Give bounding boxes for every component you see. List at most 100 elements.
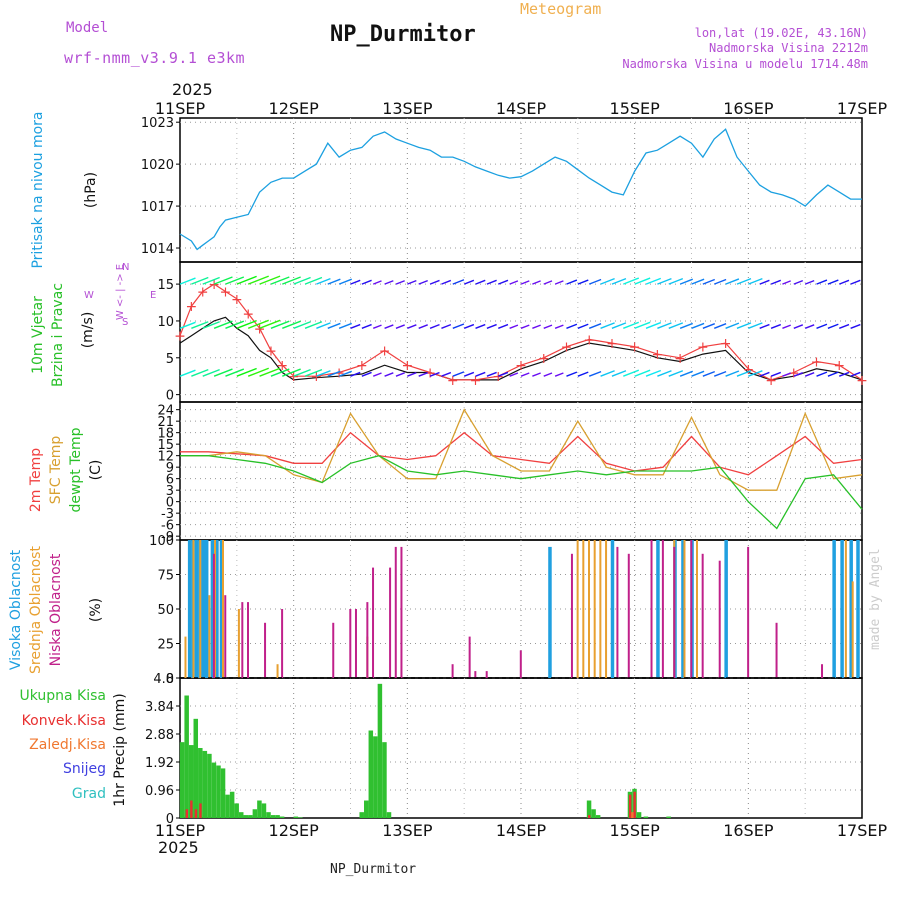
cloud-bar bbox=[247, 602, 249, 678]
wind-barb bbox=[634, 321, 651, 329]
precip-legend-item: Konvek.Kisa bbox=[22, 713, 106, 729]
wind-barb bbox=[395, 372, 405, 377]
wind-barb bbox=[623, 277, 640, 285]
wind-gust-marker: + bbox=[811, 354, 823, 370]
wind-barb bbox=[509, 280, 519, 285]
wind-barb bbox=[202, 321, 220, 329]
cloud-bar bbox=[187, 540, 192, 678]
wind-barb bbox=[384, 372, 394, 377]
wind-barb bbox=[804, 372, 815, 377]
wind-barb bbox=[725, 322, 740, 329]
cloud-bar bbox=[192, 540, 195, 678]
wind-barb bbox=[316, 370, 331, 377]
wind-barb bbox=[782, 324, 791, 329]
wind-barb bbox=[327, 370, 341, 377]
precip-legend-item: Ukupna Kisa bbox=[19, 688, 106, 704]
temp-dewpt-line bbox=[180, 455, 863, 530]
year-label-top: 2025 bbox=[172, 80, 213, 99]
wind-barb bbox=[770, 279, 782, 285]
cloud-bar bbox=[372, 567, 375, 678]
precip-bar bbox=[631, 812, 634, 818]
wind-gust-marker: + bbox=[561, 340, 573, 356]
wind-barb bbox=[600, 322, 615, 329]
cloud-bar bbox=[281, 609, 284, 678]
wind-barb bbox=[350, 371, 361, 377]
y-tick-label: 50 bbox=[157, 603, 174, 618]
precip-bar bbox=[257, 800, 262, 818]
wind-barb bbox=[338, 322, 352, 329]
precip-bar bbox=[207, 753, 212, 818]
wind-barb bbox=[498, 323, 509, 329]
cloud-bar bbox=[184, 636, 187, 678]
wind-barb bbox=[520, 280, 530, 285]
wind-barb bbox=[691, 370, 705, 377]
x-tick-label-top: 11SEP bbox=[155, 99, 206, 118]
wind-barb bbox=[543, 372, 553, 377]
y-tick-label: -3 bbox=[161, 507, 174, 522]
cloud-bar bbox=[194, 540, 199, 678]
wind-barb bbox=[782, 280, 791, 285]
wind-barb bbox=[498, 371, 509, 377]
wind-gust-marker: + bbox=[788, 366, 800, 382]
cloud-bar bbox=[718, 560, 721, 678]
wind-barb bbox=[679, 278, 693, 285]
cloud-bar bbox=[605, 540, 608, 678]
wind-barb bbox=[282, 368, 301, 377]
wind-barb bbox=[623, 321, 640, 329]
precip-bar bbox=[386, 812, 392, 818]
wind-legend-s: S bbox=[122, 317, 128, 328]
wind-barb bbox=[225, 368, 245, 377]
y-tick-label: 25 bbox=[157, 638, 174, 653]
wind-barb bbox=[429, 279, 440, 285]
precip-bar bbox=[293, 816, 299, 818]
y-tick-label: -6 bbox=[161, 519, 174, 534]
wind-barb bbox=[429, 323, 440, 329]
wind-barb bbox=[770, 323, 782, 329]
wind-barb bbox=[793, 279, 804, 285]
y-tick-label: 1017 bbox=[141, 200, 174, 215]
elevation-label: Nadmorska Visina 2212m bbox=[709, 41, 868, 55]
wind-barb bbox=[236, 275, 257, 285]
wind-barb bbox=[475, 279, 486, 285]
precip-bar bbox=[373, 736, 378, 818]
wind-barb bbox=[850, 279, 861, 285]
wind-barb bbox=[600, 370, 615, 377]
cloud-bar bbox=[208, 595, 211, 678]
x-tick-label-bottom: 11SEP bbox=[155, 821, 206, 840]
cloud-bar bbox=[724, 540, 728, 678]
precip-bar bbox=[234, 803, 239, 818]
cloud-bar bbox=[821, 664, 824, 678]
wind-barb bbox=[407, 372, 417, 377]
wind-barb bbox=[759, 323, 770, 329]
dewpt-title: dewpt Temp bbox=[68, 427, 84, 512]
wind-barb bbox=[407, 324, 417, 329]
y-tick-label: 5 bbox=[166, 352, 174, 367]
wind-barb bbox=[372, 372, 382, 377]
wind-barb bbox=[498, 279, 509, 285]
precip-bar bbox=[643, 816, 649, 818]
wind-barb bbox=[179, 369, 196, 377]
y-tick-label: 9 bbox=[166, 461, 174, 476]
y-tick-label: -9 bbox=[161, 530, 174, 545]
wind-gust-marker: + bbox=[447, 373, 459, 389]
wind-barb bbox=[395, 280, 405, 285]
cloud-bar bbox=[775, 622, 778, 678]
wind-gust-marker: + bbox=[583, 332, 595, 348]
wind-barb bbox=[634, 277, 651, 285]
wind-barb bbox=[679, 370, 693, 377]
y-tick-label: 4.8 bbox=[153, 672, 174, 687]
wind-barb bbox=[384, 280, 394, 285]
y-tick-label: 0 bbox=[166, 389, 174, 404]
wind-barb bbox=[748, 277, 763, 285]
precip-bar bbox=[377, 683, 383, 818]
wind-barb bbox=[236, 367, 257, 377]
precip-bar bbox=[216, 765, 221, 818]
cloud-bar bbox=[851, 581, 854, 678]
cloud-bar bbox=[683, 540, 686, 678]
wind-barb bbox=[816, 279, 828, 285]
meteogram-subtitle: Meteogram bbox=[520, 0, 602, 18]
x-tick-label-bottom: 14SEP bbox=[496, 821, 547, 840]
cloud-bar bbox=[661, 540, 664, 678]
wind-barb bbox=[839, 323, 850, 329]
